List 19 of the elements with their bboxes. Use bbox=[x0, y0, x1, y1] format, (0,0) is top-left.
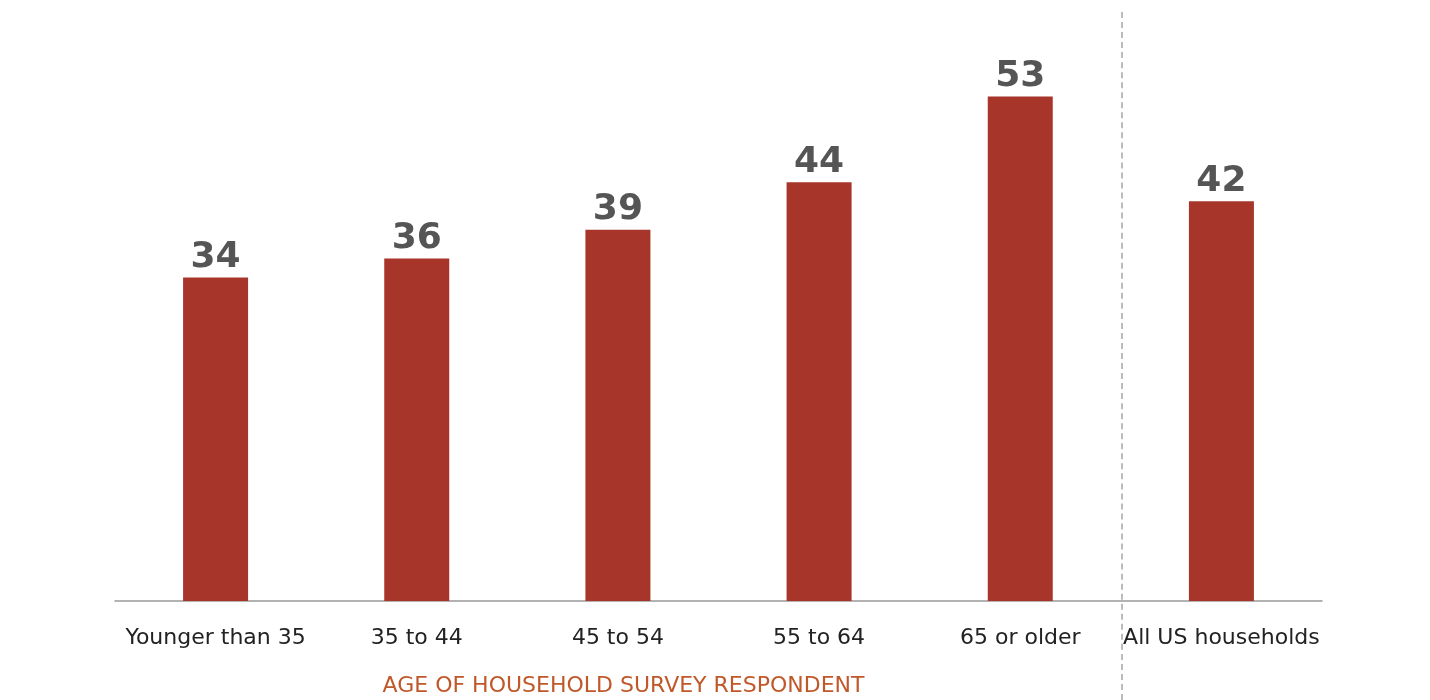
x-tick-label: 55 to 64 bbox=[773, 623, 866, 649]
bar bbox=[987, 96, 1053, 601]
data-label: 36 bbox=[391, 214, 442, 256]
data-label: 44 bbox=[794, 138, 845, 180]
bar bbox=[183, 277, 249, 601]
data-label: 53 bbox=[995, 53, 1046, 95]
bar bbox=[1188, 201, 1254, 601]
x-tick-label: 65 or older bbox=[959, 623, 1082, 649]
x-tick-label: 35 to 44 bbox=[370, 623, 463, 649]
x-tick-label: 45 to 54 bbox=[571, 623, 664, 649]
x-axis-title: AGE OF HOUSEHOLD SURVEY RESPONDENT bbox=[382, 671, 866, 697]
data-label: 39 bbox=[592, 186, 643, 228]
bar bbox=[384, 258, 450, 601]
bar bbox=[786, 182, 852, 601]
bar bbox=[585, 229, 651, 601]
data-label: 34 bbox=[190, 233, 241, 275]
x-tick-label: All US households bbox=[1123, 623, 1320, 649]
x-tick-label: Younger than 35 bbox=[124, 623, 306, 649]
data-label: 42 bbox=[1196, 157, 1247, 199]
